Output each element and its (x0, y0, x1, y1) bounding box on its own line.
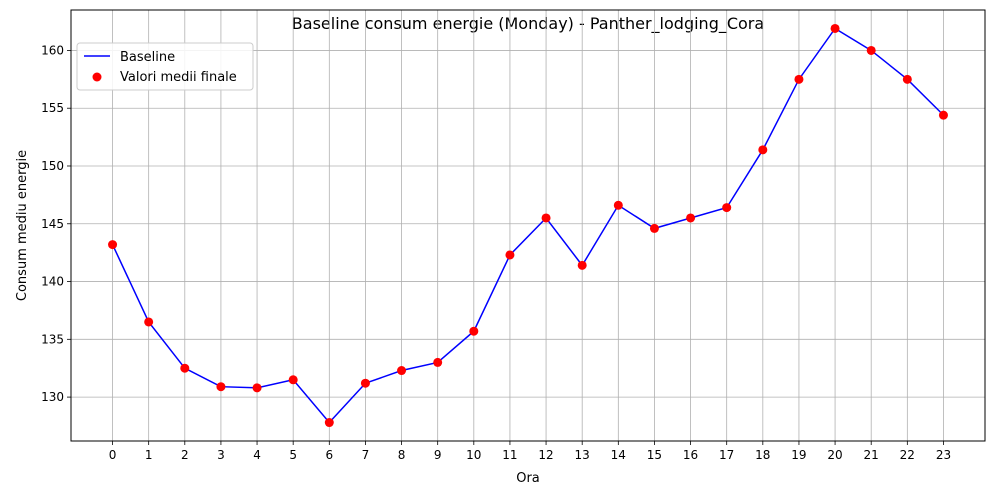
scatter-point (758, 145, 768, 155)
x-tick-label: 13 (575, 448, 590, 462)
legend-box (76, 42, 254, 91)
scatter-point (397, 366, 407, 376)
x-tick-label: 5 (289, 448, 297, 462)
y-axis-ticks: 130 135 140 145 150 155 160 (41, 43, 71, 404)
x-tick-label: 17 (719, 448, 734, 462)
scatter-point (288, 375, 298, 385)
scatter-point (505, 250, 515, 260)
scatter-point (577, 260, 587, 270)
scatter-point (722, 203, 732, 213)
x-tick-label: 20 (827, 448, 842, 462)
scatter-point (216, 382, 226, 392)
x-tick-label: 7 (362, 448, 370, 462)
legend: Baseline Valori medii finale (76, 42, 254, 91)
scatter-point (613, 200, 623, 210)
chart-title: Baseline consum energie (Monday) - Panth… (292, 14, 764, 34)
scatter-point (252, 383, 262, 393)
x-tick-label: 22 (900, 448, 915, 462)
x-axis-label: Ora (516, 471, 540, 486)
scatter-point (541, 213, 551, 223)
scatter-point (360, 378, 370, 388)
y-tick-label: 155 (41, 101, 64, 115)
series-line-baseline (111, 27, 944, 424)
legend-label-valori-medii-finale: Valori medii finale (120, 70, 237, 85)
y-tick-label: 140 (41, 275, 64, 289)
scatter-point (686, 213, 696, 223)
x-tick-label: 18 (755, 448, 770, 462)
x-axis-ticks: 0 1 2 3 4 5 6 7 8 9 10 11 12 13 14 15 16 17 18 19 20 21 22 23 (109, 441, 951, 462)
x-tick-label: 6 (325, 448, 333, 462)
y-tick-label: 135 (41, 332, 64, 346)
scatter-point (902, 74, 912, 84)
x-tick-label: 1 (145, 448, 153, 462)
x-tick-label: 19 (791, 448, 806, 462)
legend-marker-swatch (92, 72, 102, 82)
x-tick-label: 0 (109, 448, 117, 462)
scatter-point (938, 110, 948, 120)
x-tick-label: 14 (611, 448, 626, 462)
scatter-point (866, 45, 876, 55)
y-tick-label: 145 (41, 217, 64, 231)
x-tick-label: 3 (217, 448, 225, 462)
legend-label-baseline: Baseline (120, 50, 175, 65)
y-tick-label: 130 (41, 390, 64, 404)
x-tick-label: 12 (538, 448, 553, 462)
scatter-point (144, 317, 154, 327)
scatter-point (469, 326, 479, 336)
scatter-point (830, 23, 840, 33)
x-tick-label: 15 (647, 448, 662, 462)
x-tick-label: 11 (502, 448, 517, 462)
y-tick-label: 160 (41, 43, 64, 57)
plot-area (108, 23, 948, 428)
x-tick-label: 10 (466, 448, 481, 462)
x-tick-label: 8 (398, 448, 406, 462)
x-tick-label: 2 (181, 448, 189, 462)
scatter-point (324, 418, 334, 428)
y-tick-label: 150 (41, 159, 64, 173)
scatter-point (108, 240, 118, 250)
y-axis-label: Consum mediu energie (15, 150, 30, 301)
x-tick-label: 16 (683, 448, 698, 462)
scatter-point (180, 363, 190, 373)
scatter-point (433, 357, 443, 367)
x-tick-label: 23 (936, 448, 951, 462)
x-tick-label: 4 (253, 448, 261, 462)
axes-frame (70, 9, 986, 442)
scatter-point (794, 74, 804, 84)
x-tick-label: 9 (434, 448, 442, 462)
scatter-point (649, 223, 659, 233)
x-tick-label: 21 (864, 448, 879, 462)
